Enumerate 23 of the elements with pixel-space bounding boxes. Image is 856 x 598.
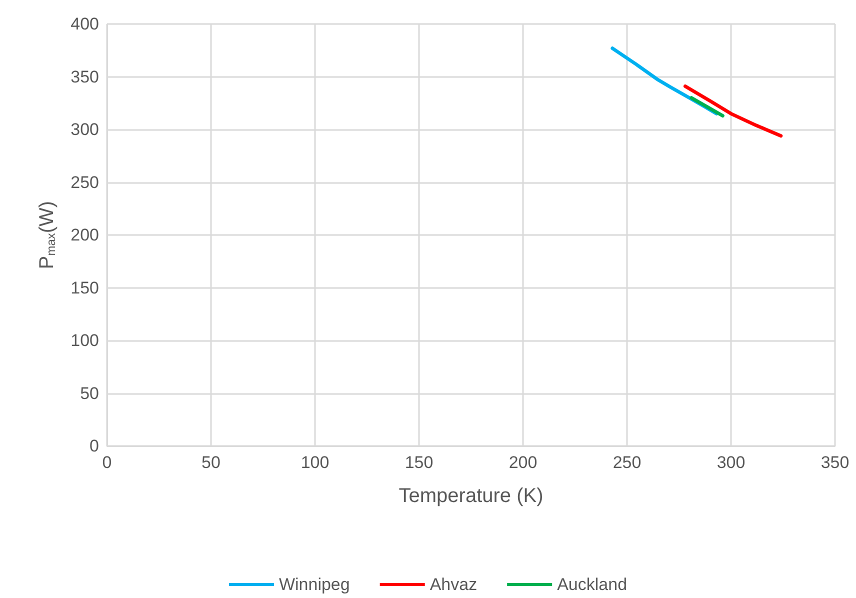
x-tick-label: 200 [508, 453, 538, 472]
y-tick-label: 350 [70, 67, 99, 86]
legend-label: Ahvaz [430, 575, 478, 594]
y-tick-label: 150 [70, 278, 99, 298]
y-tick-label: 400 [70, 14, 99, 34]
x-tick-label: 100 [300, 453, 330, 472]
y-tick-label: 250 [70, 172, 99, 192]
x-axis-title: Temperature (K) [398, 485, 544, 507]
y-axis-title: Pmax(W) [36, 200, 58, 270]
line-series [683, 84, 783, 138]
x-tick-label: 250 [612, 453, 642, 472]
legend-label: Auckland [557, 575, 628, 594]
x-tick-label: 350 [820, 453, 850, 472]
y-tick-label: 200 [70, 226, 99, 244]
legend-label: Winnipeg [278, 575, 350, 594]
y-tick-label: 50 [80, 384, 99, 403]
x-tick-label: 300 [716, 453, 746, 472]
x-tick-label: 150 [404, 453, 434, 472]
x-tick-label: 50 [202, 453, 220, 472]
x-tick-label: 0 [102, 453, 112, 472]
y-tick-label: 300 [70, 120, 99, 139]
y-tick-label: 0 [90, 436, 99, 456]
y-tick-label: 100 [70, 331, 99, 350]
